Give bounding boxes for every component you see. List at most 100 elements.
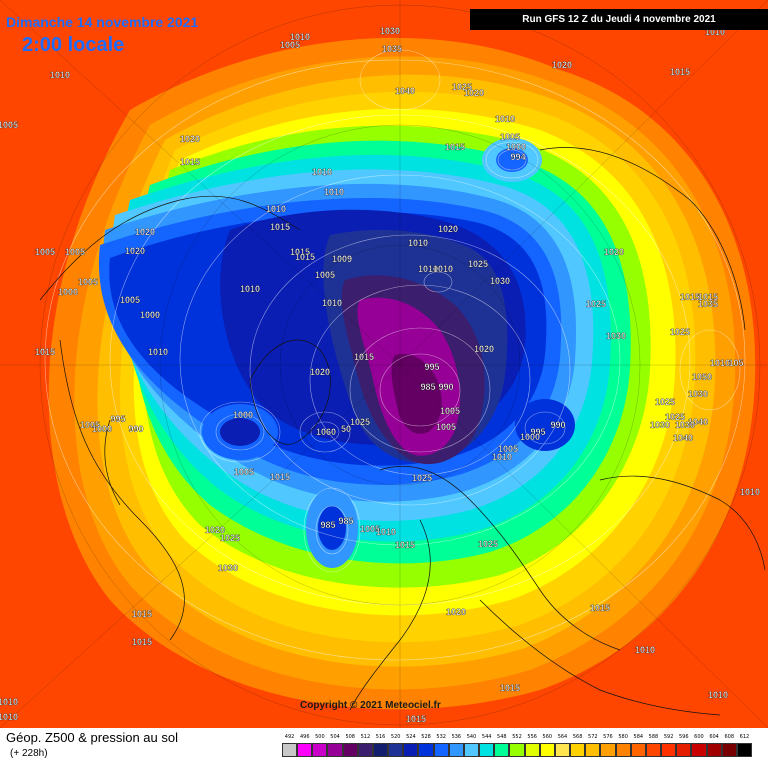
isobar-label: 990 <box>438 382 453 392</box>
legend-label: 548 <box>497 734 507 740</box>
legend-swatch <box>600 743 616 757</box>
isobar-label: 1015 <box>698 292 718 302</box>
isobar-label: 1009 <box>332 254 352 264</box>
legend-swatch <box>706 743 722 757</box>
isobar-label: 1015 <box>670 67 690 77</box>
graticule <box>0 0 768 728</box>
legend-swatch <box>463 743 480 757</box>
isobar-label: 1005 <box>35 247 55 257</box>
isobar-label: 1025 <box>220 533 240 543</box>
isobar-label: 1030 <box>675 420 695 430</box>
isobar-label: 1010 <box>708 690 728 700</box>
legend-swatch <box>539 743 555 757</box>
isobar-label: 1020 <box>310 367 330 377</box>
isobar-label: 1010 <box>240 284 260 294</box>
legend-label: 552 <box>512 734 522 740</box>
legend-swatch <box>418 743 434 757</box>
isobar-label: 1010 <box>492 452 512 462</box>
legend-swatch <box>524 743 540 757</box>
legend-label: 588 <box>648 734 659 740</box>
legend-label: 604 <box>709 734 719 740</box>
isobar-label: 985 <box>320 520 335 530</box>
isobar-label: 1035 <box>382 44 402 54</box>
legend-label: 600 <box>694 734 704 740</box>
isobar-label: 1015 <box>295 252 315 262</box>
isobar-label: 1015 <box>132 609 152 619</box>
copyright-notice: Copyright © 2021 Meteociel.fr <box>300 700 441 711</box>
isobar-label: 1015 <box>406 714 426 724</box>
legend-label: 568 <box>572 734 583 740</box>
product-title: Géop. Z500 & pression au sol <box>6 730 178 745</box>
legend-swatch <box>342 743 358 757</box>
isobar-label: 1020 <box>135 227 155 237</box>
legend-swatch <box>433 743 449 757</box>
legend-label: 512 <box>360 734 371 740</box>
legend-swatch <box>479 743 495 757</box>
legend-label: 560 <box>542 734 553 740</box>
isobar-label: 1025 <box>665 412 685 422</box>
legend-swatch <box>676 743 692 757</box>
isobar-label: 1015 <box>270 222 290 232</box>
legend-label: 596 <box>678 734 689 740</box>
isobar-label: 1035 <box>698 299 718 309</box>
isobar-label: 990 <box>128 424 143 434</box>
legend-swatch <box>691 743 707 757</box>
legend-swatch <box>403 743 419 757</box>
legend-swatch <box>585 743 601 757</box>
isobar-label: 1005 <box>440 406 460 416</box>
legend-swatch <box>327 743 343 757</box>
isobar-label: 1060 <box>316 427 336 437</box>
isobar-label: 1015 <box>290 247 310 257</box>
isobar-label: 1015 <box>180 157 200 167</box>
isobar-label: 1010 <box>710 358 730 368</box>
isobar-label: 1025 <box>452 82 472 92</box>
isobar-label: 1010 <box>266 204 286 214</box>
forecast-lead-time: (+ 228h) <box>10 748 48 759</box>
isobar-label: 1015 <box>445 142 465 152</box>
legend-swatch <box>661 743 677 757</box>
isobar-label: 1030 <box>650 420 670 430</box>
legend-swatch <box>282 743 298 757</box>
isobar-label: 1000 <box>140 310 160 320</box>
isobar-label: 1005 <box>120 295 140 305</box>
legend-label: 572 <box>588 734 598 740</box>
isobar-label: 1050 <box>692 372 712 382</box>
isobar-label: 1005 <box>78 277 98 287</box>
legend-label: 592 <box>663 734 674 740</box>
isobar-label: 1000 <box>506 142 526 152</box>
isobar-label: 1030 <box>606 331 626 341</box>
legend-label: 500 <box>315 734 325 740</box>
isobar-label: 990 <box>550 420 565 430</box>
isobar-label: 1010 <box>324 187 344 197</box>
isobar-label: 1000 <box>92 424 112 434</box>
isobar-label: 1005 <box>80 420 100 430</box>
isobar-label: 1020 <box>604 247 624 257</box>
legend-label: 532 <box>436 734 446 740</box>
isobar-label: 994 <box>510 152 525 162</box>
isobar-label: 1010 <box>50 70 70 80</box>
isobar-label: 1015 <box>354 352 374 362</box>
isobar-label: 1030 <box>218 563 238 573</box>
isobar-label: 1010 <box>705 27 725 37</box>
isobar-label: 1015 <box>590 603 610 613</box>
legend-swatch <box>570 743 586 757</box>
forecast-date: Dimanche 14 novembre 2021 <box>6 14 199 30</box>
isobar-label: 1020 <box>446 607 466 617</box>
z500-core-magenta <box>391 353 442 434</box>
isobar-label: 1030 <box>688 389 708 399</box>
low-greenland-core <box>220 418 260 446</box>
legend-swatch <box>448 743 464 757</box>
isobar-label: 985 <box>338 516 353 526</box>
isobar-label: 1020 <box>464 88 484 98</box>
legend-label: 584 <box>633 734 644 740</box>
legend-label: 564 <box>557 734 568 740</box>
isobar-label: 1000 <box>233 410 253 420</box>
legend-label: 520 <box>390 734 401 740</box>
isobar-label: 105 <box>728 358 743 368</box>
legend-label: 508 <box>345 734 355 740</box>
isobar-label: 1020 <box>125 246 145 256</box>
legend-swatch <box>645 743 662 757</box>
isobar-label: 1005 <box>65 247 85 257</box>
